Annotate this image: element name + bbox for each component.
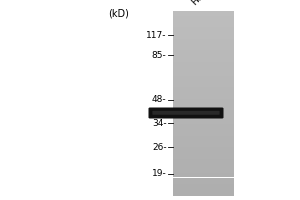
Bar (172, 191, 234, 194)
Bar (172, 76, 234, 78)
Bar (172, 154, 234, 157)
Bar (172, 99, 234, 101)
FancyBboxPatch shape (152, 111, 220, 115)
Bar (172, 122, 234, 124)
Bar (172, 180, 234, 182)
Bar (172, 94, 234, 97)
Bar (172, 124, 234, 127)
Bar (172, 131, 234, 134)
Bar (172, 34, 234, 36)
Text: 117-: 117- (146, 30, 166, 40)
Bar (172, 140, 234, 143)
Bar (172, 173, 234, 175)
Bar (172, 189, 234, 191)
Bar (172, 39, 234, 41)
Bar (172, 108, 234, 110)
Bar (172, 50, 234, 53)
Bar (172, 29, 234, 32)
Bar (172, 78, 234, 80)
Bar (172, 16, 234, 18)
Text: (kD): (kD) (108, 8, 129, 18)
Bar (172, 13, 234, 16)
Bar (172, 43, 234, 46)
Bar (172, 60, 234, 62)
Text: 85-: 85- (152, 50, 167, 60)
Bar (172, 166, 234, 168)
Bar (172, 110, 234, 113)
Bar (172, 194, 234, 196)
Bar (172, 64, 234, 66)
Bar (172, 120, 234, 122)
Bar (172, 53, 234, 55)
Bar (172, 150, 234, 152)
Bar (172, 127, 234, 129)
Bar (172, 171, 234, 173)
Bar (172, 46, 234, 48)
Text: 48-: 48- (152, 96, 167, 104)
Bar (172, 48, 234, 50)
Bar (172, 103, 234, 106)
Bar (172, 115, 234, 117)
Bar (172, 85, 234, 87)
Bar (172, 83, 234, 85)
Bar (172, 143, 234, 145)
Bar (172, 62, 234, 64)
Bar (172, 32, 234, 34)
Bar (172, 23, 234, 25)
Text: 19-: 19- (152, 170, 167, 178)
Bar (172, 66, 234, 69)
Bar (172, 90, 234, 92)
Bar (172, 73, 234, 76)
Bar (172, 145, 234, 147)
Bar (172, 113, 234, 115)
Bar (172, 147, 234, 150)
FancyBboxPatch shape (148, 108, 224, 118)
Bar (172, 178, 234, 180)
Bar (172, 25, 234, 27)
Bar (172, 71, 234, 73)
Bar (172, 69, 234, 71)
Bar (172, 92, 234, 94)
Bar (172, 57, 234, 60)
Bar (172, 20, 234, 23)
Bar (172, 18, 234, 20)
Bar (172, 134, 234, 136)
Bar (172, 87, 234, 90)
Text: HepG2: HepG2 (190, 0, 218, 7)
Bar (172, 164, 234, 166)
Bar (172, 41, 234, 43)
Bar (172, 138, 234, 140)
Bar (172, 184, 234, 187)
Bar (172, 187, 234, 189)
Bar (172, 36, 234, 39)
Bar (172, 182, 234, 184)
Text: 34-: 34- (152, 118, 167, 128)
Bar (172, 55, 234, 57)
Bar (172, 159, 234, 161)
Bar (172, 175, 234, 177)
Bar (172, 152, 234, 154)
Bar (172, 27, 234, 29)
Bar (172, 168, 234, 171)
Bar (172, 97, 234, 99)
Bar (172, 161, 234, 164)
Bar (172, 80, 234, 83)
Bar (172, 106, 234, 108)
Bar (172, 129, 234, 131)
Bar (172, 11, 234, 13)
Bar (172, 136, 234, 138)
Bar (172, 157, 234, 159)
Text: 26-: 26- (152, 142, 167, 152)
Bar (172, 117, 234, 120)
Bar (172, 101, 234, 103)
